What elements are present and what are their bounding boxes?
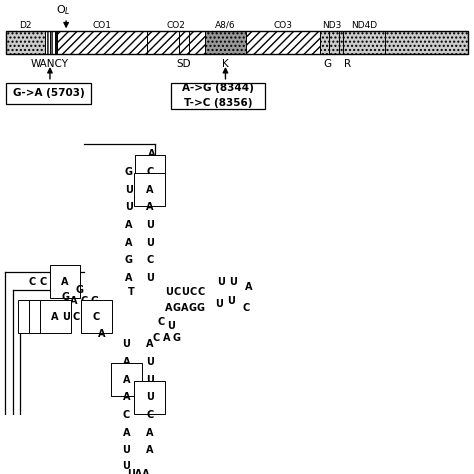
Text: O$_L$: O$_L$ (56, 3, 71, 17)
Text: A->G (8344)
T->C (8356): A->G (8344) T->C (8356) (182, 83, 254, 108)
Text: A: A (148, 149, 156, 159)
Text: CO3: CO3 (273, 21, 292, 30)
Text: A: A (146, 202, 154, 212)
Text: C: C (243, 302, 250, 312)
Bar (46, 31, 57, 54)
Bar (6, 31, 468, 54)
Text: UAA: UAA (127, 469, 149, 474)
Text: U: U (146, 220, 154, 230)
Text: C: C (173, 287, 180, 297)
Text: C: C (152, 333, 160, 343)
Text: C: C (93, 312, 100, 322)
Text: A: A (70, 296, 77, 306)
Text: T: T (128, 287, 134, 297)
Text: R: R (344, 59, 351, 69)
Bar (246, 31, 320, 54)
Bar (343, 31, 385, 54)
Text: G: G (81, 312, 89, 322)
Text: U: U (218, 277, 226, 287)
Text: U: U (122, 446, 130, 456)
Text: CO1: CO1 (92, 21, 111, 30)
Text: G: G (125, 167, 133, 177)
Text: D2: D2 (19, 21, 32, 30)
Text: ND3: ND3 (322, 21, 341, 30)
Text: U: U (227, 296, 235, 306)
Text: A: A (122, 375, 130, 385)
Text: U: U (122, 461, 130, 471)
Text: C: C (146, 255, 154, 265)
Text: A: A (51, 312, 59, 322)
Text: G: G (173, 333, 181, 343)
Text: U: U (167, 320, 175, 331)
Text: A: A (146, 446, 154, 456)
Text: G: G (197, 302, 205, 312)
Text: A: A (146, 428, 154, 438)
Text: A: A (146, 339, 154, 349)
Text: A: A (163, 333, 170, 343)
Text: G: G (189, 302, 197, 312)
Bar (6, 82, 91, 104)
Bar (171, 82, 265, 109)
Text: U: U (146, 273, 154, 283)
Text: U: U (229, 277, 237, 287)
Text: CO2: CO2 (166, 21, 185, 30)
Bar (205, 31, 246, 54)
Text: G: G (49, 277, 57, 287)
Text: A: A (61, 277, 69, 287)
Bar (57, 31, 147, 54)
Text: C: C (72, 312, 80, 322)
Text: C: C (197, 287, 204, 297)
Text: C: C (189, 287, 196, 297)
Text: U: U (146, 237, 154, 247)
Text: A: A (122, 357, 130, 367)
Text: U: U (125, 185, 133, 195)
Text: A: A (125, 220, 132, 230)
Text: G->A (5703): G->A (5703) (13, 88, 84, 98)
Text: A: A (40, 312, 48, 322)
Text: G: G (61, 292, 69, 302)
Bar (147, 31, 205, 54)
Text: A: A (122, 428, 130, 438)
Text: U: U (215, 299, 223, 310)
Text: A: A (125, 273, 132, 283)
Text: G: G (75, 285, 83, 295)
Text: G: G (125, 255, 133, 265)
Bar (385, 31, 468, 54)
Text: G: G (323, 59, 331, 69)
Text: WANCY: WANCY (31, 59, 69, 69)
Text: G: G (173, 302, 181, 312)
Text: U: U (146, 357, 154, 367)
Text: C: C (80, 296, 88, 306)
Text: SD: SD (177, 59, 191, 69)
Text: C: C (28, 277, 36, 287)
Text: U: U (146, 375, 154, 385)
Text: U: U (125, 202, 133, 212)
Text: C: C (157, 317, 164, 327)
Text: A: A (181, 302, 189, 312)
Text: U: U (63, 312, 70, 322)
Text: G: G (18, 312, 27, 322)
Text: U: U (146, 392, 154, 402)
Text: U: U (165, 287, 173, 297)
Text: U: U (29, 312, 37, 322)
Text: A: A (165, 302, 173, 312)
Text: A: A (125, 237, 132, 247)
Text: G: G (90, 296, 98, 306)
Text: U: U (122, 339, 130, 349)
Text: K: K (222, 59, 229, 69)
Text: C: C (146, 167, 154, 177)
Text: C: C (146, 410, 154, 420)
Text: A8/6: A8/6 (215, 21, 236, 30)
Text: A: A (245, 282, 253, 292)
Text: A: A (98, 329, 105, 339)
Bar (320, 31, 343, 54)
Text: A: A (146, 185, 154, 195)
Bar (6, 31, 46, 54)
Text: ND4D: ND4D (351, 21, 377, 30)
Text: C: C (123, 410, 130, 420)
Text: A: A (122, 392, 130, 402)
Text: U: U (181, 287, 189, 297)
Text: C: C (39, 277, 46, 287)
